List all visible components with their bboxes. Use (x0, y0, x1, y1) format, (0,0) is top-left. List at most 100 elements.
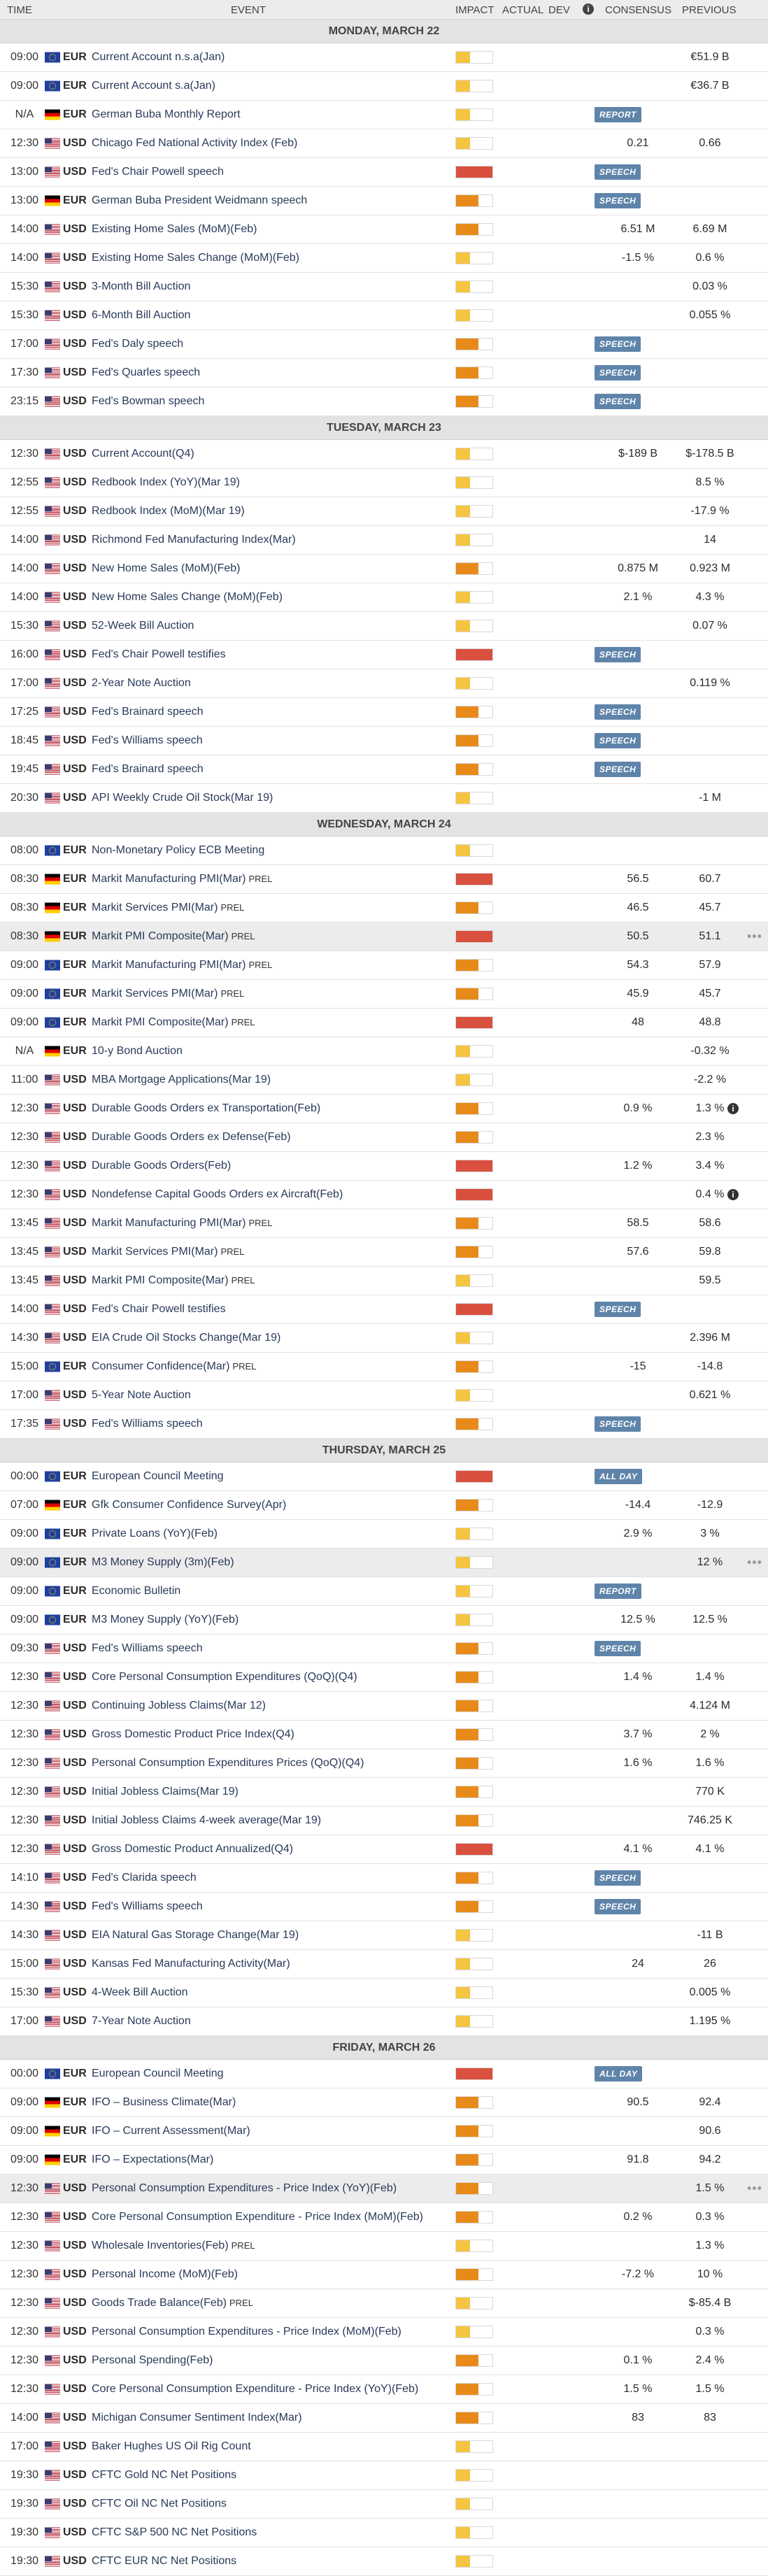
event-name[interactable]: 6-Month Bill Auction (92, 301, 438, 329)
event-row[interactable]: 12:30 USD Durable Goods Orders(Feb) 1.2 % 3.… (0, 1152, 768, 1181)
event-name[interactable]: Personal Consumption Expenditures - Pric… (92, 2175, 438, 2203)
event-name[interactable]: Durable Goods Orders ex Defense(Feb) (92, 1123, 438, 1151)
event-text[interactable]: Consumer Confidence(Mar) (92, 1360, 230, 1372)
event-row[interactable]: 09:00 EUR Current Account s.a(Jan) €36.7 B (0, 72, 768, 101)
event-name[interactable]: Gross Domestic Product Price Index(Q4) (92, 1721, 438, 1749)
event-row[interactable]: 09:00 EUR M3 Money Supply (YoY)(Feb) 12.5 %… (0, 1606, 768, 1635)
event-name[interactable]: Continuing Jobless Claims(Mar 12) (92, 1692, 438, 1720)
event-row[interactable]: 15:30 USD 3-Month Bill Auction 0.03 % (0, 273, 768, 301)
event-text[interactable]: Michigan Consumer Sentiment Index(Mar) (92, 2412, 302, 2424)
event-text[interactable]: German Buba Monthly Report (92, 108, 241, 120)
event-name[interactable]: Fed's Williams speech (92, 727, 438, 755)
event-text[interactable]: MBA Mortgage Applications(Mar 19) (92, 1074, 271, 1086)
more-menu[interactable]: ••• (747, 1555, 762, 1570)
event-text[interactable]: Personal Spending(Feb) (92, 2354, 213, 2366)
event-name[interactable]: Markit PMI Composite(Mar) PREL (92, 923, 438, 951)
event-text[interactable]: Kansas Fed Manufacturing Activity(Mar) (92, 1958, 290, 1970)
event-name[interactable]: Durable Goods Orders(Feb) (92, 1152, 438, 1180)
event-row[interactable]: 12:30 USD Core Personal Consumption Expend… (0, 2375, 768, 2404)
event-text[interactable]: CFTC Gold NC Net Positions (92, 2469, 237, 2481)
event-name[interactable]: Kansas Fed Manufacturing Activity(Mar) (92, 1950, 438, 1978)
event-row[interactable]: 12:30 USD Wholesale Inventories(Feb) PREL 1.… (0, 2232, 768, 2261)
event-text[interactable]: EIA Natural Gas Storage Change(Mar 19) (92, 1929, 299, 1941)
event-text[interactable]: 4-Week Bill Auction (92, 1986, 188, 1998)
event-name[interactable]: Michigan Consumer Sentiment Index(Mar) (92, 2404, 438, 2432)
event-text[interactable]: Personal Income (MoM)(Feb) (92, 2268, 238, 2280)
event-row[interactable]: 14:00 USD Existing Home Sales (MoM)(Feb) 6.… (0, 215, 768, 244)
event-text[interactable]: Non-Monetary Policy ECB Meeting (92, 844, 265, 856)
event-name[interactable]: CFTC Oil NC Net Positions (92, 2490, 438, 2518)
event-row[interactable]: 17:00 USD 5-Year Note Auction 0.621 % (0, 1381, 768, 1410)
event-text[interactable]: European Council Meeting (92, 1470, 224, 1482)
event-text[interactable]: Fed's Williams speech (92, 1418, 203, 1430)
event-text[interactable]: Fed's Williams speech (92, 734, 203, 746)
event-text[interactable]: 3-Month Bill Auction (92, 280, 191, 292)
event-name[interactable]: Markit Services PMI(Mar) PREL (92, 894, 438, 922)
event-row[interactable]: 09:00 EUR M3 Money Supply (3m)(Feb) 12 % ••• (0, 1549, 768, 1577)
event-text[interactable]: Chicago Fed National Activity Index (Feb… (92, 137, 298, 149)
event-name[interactable]: Chicago Fed National Activity Index (Feb… (92, 129, 438, 157)
event-row[interactable]: 13:00 USD Fed's Chair Powell speech SPEECH (0, 158, 768, 187)
event-row[interactable]: 12:30 USD Initial Jobless Claims(Mar 19) 77… (0, 1778, 768, 1807)
more-menu[interactable]: ••• (747, 2181, 762, 2196)
event-name[interactable]: Baker Hughes US Oil Rig Count (92, 2433, 438, 2461)
event-row[interactable]: 09:00 EUR IFO – Expectations(Mar) 91.8 94.2 (0, 2146, 768, 2175)
event-name[interactable]: Fed's Brainard speech (92, 755, 438, 783)
event-text[interactable]: IFO – Expectations(Mar) (92, 2154, 214, 2165)
event-row[interactable]: 12:30 USD Personal Consumption Expenditure… (0, 1749, 768, 1778)
more-menu[interactable]: ••• (747, 929, 762, 944)
event-text[interactable]: Markit Services PMI(Mar) (92, 902, 218, 913)
event-text[interactable]: Fed's Williams speech (92, 1900, 203, 1912)
event-row[interactable]: 09:00 EUR Current Account n.s.a(Jan) €51.9 … (0, 43, 768, 72)
event-row[interactable]: 12:30 USD Durable Goods Orders ex Defense(… (0, 1123, 768, 1152)
event-row[interactable]: 17:35 USD Fed's Williams speech SPEECH (0, 1410, 768, 1439)
event-row[interactable]: 12:30 USD Continuing Jobless Claims(Mar 12… (0, 1692, 768, 1721)
event-row[interactable]: 12:30 USD Initial Jobless Claims 4-week av… (0, 1807, 768, 1835)
event-text[interactable]: EIA Crude Oil Stocks Change(Mar 19) (92, 1332, 281, 1344)
event-row[interactable]: 11:00 USD MBA Mortgage Applications(Mar 19… (0, 1066, 768, 1095)
event-name[interactable]: European Council Meeting (92, 1463, 438, 1490)
event-text[interactable]: Durable Goods Orders(Feb) (92, 1160, 232, 1172)
event-row[interactable]: 20:30 USD API Weekly Crude Oil Stock(Mar 1… (0, 784, 768, 813)
event-name[interactable]: Personal Income (MoM)(Feb) (92, 2261, 438, 2289)
event-name[interactable]: Markit Manufacturing PMI(Mar) PREL (92, 865, 438, 893)
event-text[interactable]: German Buba President Weidmann speech (92, 194, 308, 206)
event-text[interactable]: Markit Manufacturing PMI(Mar) (92, 873, 246, 885)
event-name[interactable]: Redbook Index (MoM)(Mar 19) (92, 497, 438, 525)
event-text[interactable]: M3 Money Supply (YoY)(Feb) (92, 1614, 239, 1625)
event-name[interactable]: Personal Consumption Expenditures Prices… (92, 1749, 438, 1777)
event-name[interactable]: Core Personal Consumption Expenditures (… (92, 1663, 438, 1691)
event-row[interactable]: 19:30 USD CFTC S&P 500 NC Net Positions (0, 2519, 768, 2547)
event-name[interactable]: 52-Week Bill Auction (92, 612, 438, 640)
event-text[interactable]: Redbook Index (YoY)(Mar 19) (92, 476, 240, 488)
event-name[interactable]: EIA Crude Oil Stocks Change(Mar 19) (92, 1324, 438, 1352)
event-row[interactable]: 14:00 USD New Home Sales (MoM)(Feb) 0.875 M… (0, 555, 768, 583)
event-row[interactable]: 17:00 USD Fed's Daly speech SPEECH (0, 330, 768, 359)
event-row[interactable]: 23:15 USD Fed's Bowman speech SPEECH (0, 387, 768, 416)
event-row[interactable]: 07:00 EUR Gfk Consumer Confidence Survey(A… (0, 1491, 768, 1520)
event-row[interactable]: N/A EUR German Buba Monthly Report REPORT (0, 101, 768, 129)
event-row[interactable]: 12:30 USD Personal Consumption Expenditure… (0, 2175, 768, 2203)
event-row[interactable]: 13:00 EUR German Buba President Weidmann s… (0, 187, 768, 215)
event-text[interactable]: Nondefense Capital Goods Orders ex Aircr… (92, 1188, 343, 1200)
event-row[interactable]: 00:00 EUR European Council Meeting ALL DAY (0, 2060, 768, 2088)
event-text[interactable]: Baker Hughes US Oil Rig Count (92, 2440, 251, 2452)
event-text[interactable]: Markit Services PMI(Mar) (92, 988, 218, 999)
event-text[interactable]: Markit Manufacturing PMI(Mar) (92, 1217, 246, 1229)
event-row[interactable]: 12:30 USD Personal Spending(Feb) 0.1 % 2.4 % (0, 2347, 768, 2375)
event-row[interactable]: 15:30 USD 6-Month Bill Auction 0.055 % (0, 301, 768, 330)
event-text[interactable]: 10-y Bond Auction (92, 1045, 183, 1057)
event-text[interactable]: 6-Month Bill Auction (92, 309, 191, 321)
event-row[interactable]: 09:30 USD Fed's Williams speech SPEECH (0, 1635, 768, 1663)
event-row[interactable]: 12:30 USD Personal Income (MoM)(Feb) -7.2 %… (0, 2261, 768, 2289)
event-row[interactable]: 12:30 USD Core Personal Consumption Expend… (0, 2203, 768, 2232)
event-text[interactable]: Personal Consumption Expenditures - Pric… (92, 2326, 401, 2337)
event-row[interactable]: 08:30 EUR Markit Services PMI(Mar) PREL 46.5… (0, 894, 768, 923)
event-row[interactable]: 14:00 USD New Home Sales Change (MoM)(Feb)… (0, 583, 768, 612)
event-row[interactable]: 08:00 EUR Non-Monetary Policy ECB Meeting (0, 837, 768, 865)
event-text[interactable]: Initial Jobless Claims 4-week average(Ma… (92, 1814, 322, 1826)
event-text[interactable]: API Weekly Crude Oil Stock(Mar 19) (92, 792, 273, 804)
event-name[interactable]: Core Personal Consumption Expenditure - … (92, 2203, 438, 2231)
event-text[interactable]: Current Account n.s.a(Jan) (92, 51, 225, 63)
event-text[interactable]: New Home Sales (MoM)(Feb) (92, 562, 241, 574)
